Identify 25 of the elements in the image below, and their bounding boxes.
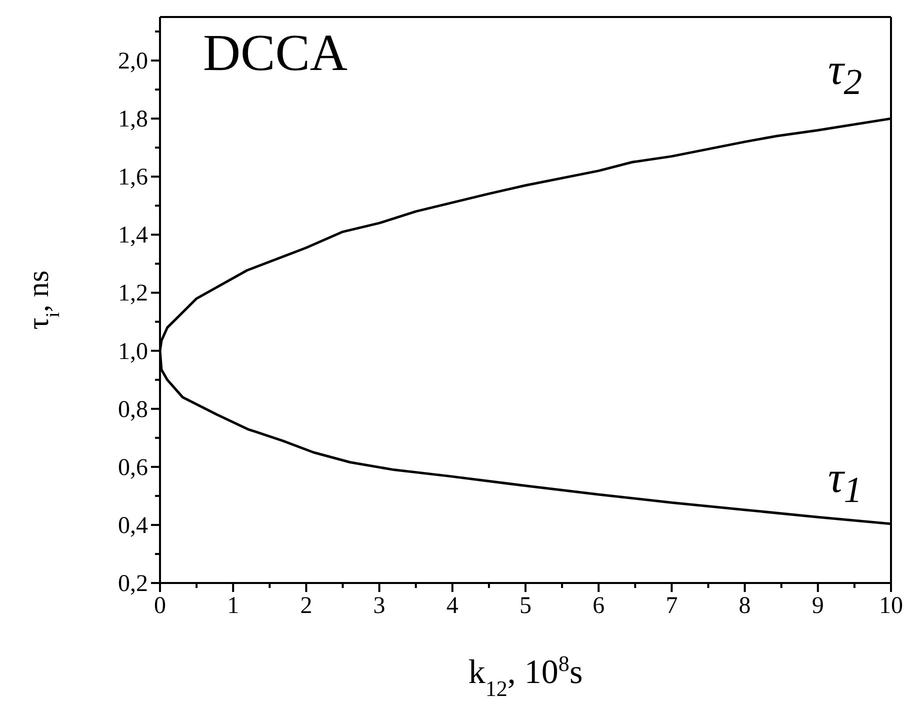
x-tick-label: 7 [666, 593, 678, 619]
x-tick-label: 2 [300, 593, 312, 619]
y-tick-label: 1,6 [118, 164, 148, 191]
y-tick-label: 1,4 [118, 222, 148, 249]
y-tick-label: 0,8 [118, 396, 148, 423]
y-tick-label: 1,2 [118, 280, 148, 307]
x-tick-label: 9 [812, 593, 824, 619]
x-tick-label: 6 [592, 593, 605, 619]
annotation: τ$_{1}$ [828, 453, 862, 510]
x-tick-label: 4 [446, 593, 458, 619]
annotation: τ$_{2}$ [828, 45, 862, 102]
y-tick-label: 2,0 [118, 48, 148, 75]
y-tick-label: 0,6 [118, 454, 148, 481]
x-tick-label: 0 [154, 593, 166, 619]
y-tick-label: 0,4 [118, 512, 148, 539]
x-tick-label: 1 [227, 593, 240, 619]
y-tick-label: 1,8 [118, 106, 148, 133]
x-tick-label: 8 [738, 593, 751, 619]
x-tick-label: 3 [373, 593, 386, 619]
x-tick-label: 10 [879, 593, 903, 619]
y-tick-label: 0,2 [118, 571, 148, 597]
annotation: DCCA [203, 25, 348, 82]
x-axis-title: k$_{12}$, 10$^{8}$s [468, 650, 583, 700]
y-tick-label: 1,0 [118, 338, 148, 365]
x-tick-label: 5 [520, 593, 532, 619]
